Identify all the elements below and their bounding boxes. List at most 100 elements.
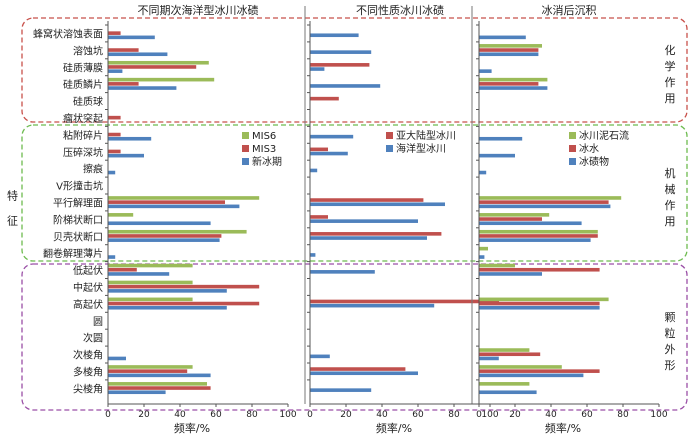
bar bbox=[479, 352, 541, 357]
bar bbox=[108, 52, 168, 57]
bar bbox=[479, 369, 600, 373]
bar bbox=[108, 153, 144, 158]
x-axis-label: 频率/% bbox=[376, 421, 412, 435]
legend-swatch bbox=[569, 145, 576, 152]
group-label-char: 化 bbox=[665, 43, 676, 57]
bar bbox=[479, 221, 582, 226]
bar bbox=[479, 217, 542, 221]
category-label: 阶梯状断口 bbox=[53, 213, 103, 226]
bar bbox=[310, 151, 348, 156]
bar bbox=[108, 390, 166, 395]
side-label: 特征 bbox=[6, 189, 19, 240]
bar bbox=[108, 297, 193, 302]
bar bbox=[310, 388, 372, 392]
legend-swatch bbox=[569, 158, 576, 165]
group-label-char: 机 bbox=[665, 166, 676, 180]
category-label: 硅质薄膜 bbox=[63, 61, 103, 74]
bar bbox=[310, 147, 328, 152]
bar bbox=[310, 270, 375, 274]
group-frame bbox=[21, 263, 688, 411]
category-label: 压碎深坑 bbox=[63, 146, 103, 159]
bar bbox=[108, 267, 137, 272]
legend-swatch bbox=[386, 145, 393, 152]
bar bbox=[108, 263, 193, 268]
bar bbox=[108, 373, 211, 378]
legend-label: 海洋型冰川 bbox=[396, 142, 446, 155]
bar bbox=[108, 170, 116, 175]
bar bbox=[108, 65, 197, 69]
bar bbox=[479, 204, 611, 209]
bar bbox=[108, 272, 170, 276]
x-axis-label: 频率/% bbox=[545, 421, 581, 435]
bar bbox=[479, 246, 488, 251]
bar bbox=[479, 170, 487, 175]
category-label: 尖棱角 bbox=[73, 382, 103, 395]
bar bbox=[479, 267, 600, 272]
bars bbox=[108, 31, 622, 395]
bar bbox=[108, 280, 193, 285]
bar bbox=[479, 229, 598, 234]
legend-swatch bbox=[242, 132, 249, 139]
bar bbox=[310, 202, 445, 207]
bar bbox=[310, 236, 427, 240]
bar bbox=[108, 35, 155, 40]
bar bbox=[108, 382, 207, 386]
category-label: 硅质鳞片 bbox=[63, 78, 103, 91]
bar bbox=[310, 168, 318, 173]
legend-label: 冰水 bbox=[579, 142, 599, 155]
bar bbox=[108, 136, 152, 141]
x-tick-label: 0 bbox=[105, 410, 111, 420]
category-label: 贝壳状断口 bbox=[53, 230, 103, 243]
bar bbox=[108, 229, 247, 234]
bar bbox=[479, 297, 609, 302]
bar bbox=[479, 373, 584, 378]
bar bbox=[310, 84, 381, 88]
category-label: 溶蚀坑 bbox=[73, 44, 103, 57]
bar bbox=[479, 213, 550, 217]
bar bbox=[479, 48, 539, 52]
x-tick-label: 60 bbox=[412, 410, 424, 420]
category-label: V形撞击坑 bbox=[56, 180, 103, 193]
bar bbox=[479, 196, 622, 200]
bar bbox=[479, 263, 515, 268]
bar bbox=[108, 149, 121, 154]
bar bbox=[108, 356, 126, 361]
bar bbox=[108, 365, 193, 369]
x-tick-label: 40 bbox=[174, 410, 186, 420]
group-label-char: 作 bbox=[665, 76, 676, 89]
bar bbox=[479, 200, 609, 204]
bar bbox=[108, 234, 222, 238]
bar bbox=[108, 77, 215, 82]
x-tick-label: 60 bbox=[210, 410, 222, 420]
x-tick-label: 100 bbox=[279, 410, 296, 420]
group-label-char: 学 bbox=[665, 59, 676, 73]
bar bbox=[479, 238, 591, 242]
bar bbox=[108, 31, 121, 35]
x-tick-label: 80 bbox=[448, 410, 460, 420]
legend-label: MIS3 bbox=[252, 144, 276, 155]
x-tick-label: 20 bbox=[138, 410, 150, 420]
bar bbox=[479, 356, 499, 361]
bar bbox=[310, 303, 435, 308]
bar bbox=[479, 69, 492, 73]
bar bbox=[310, 198, 424, 202]
x-tick-label: 80 bbox=[246, 410, 258, 420]
bar bbox=[479, 136, 523, 141]
legend-swatch bbox=[242, 158, 249, 165]
bar bbox=[310, 371, 418, 376]
bar bbox=[479, 255, 485, 259]
bar bbox=[108, 238, 220, 242]
legend-swatch bbox=[386, 132, 393, 139]
bar bbox=[108, 301, 260, 306]
bar bbox=[479, 305, 600, 310]
x-tick-label: 0 bbox=[307, 410, 313, 420]
group-label-char: 用 bbox=[665, 215, 676, 228]
bar bbox=[108, 86, 177, 90]
bar bbox=[108, 200, 225, 204]
legend-label: 冰碛物 bbox=[579, 155, 609, 168]
bar bbox=[310, 63, 370, 67]
bar bbox=[108, 284, 260, 289]
bar bbox=[108, 305, 227, 310]
